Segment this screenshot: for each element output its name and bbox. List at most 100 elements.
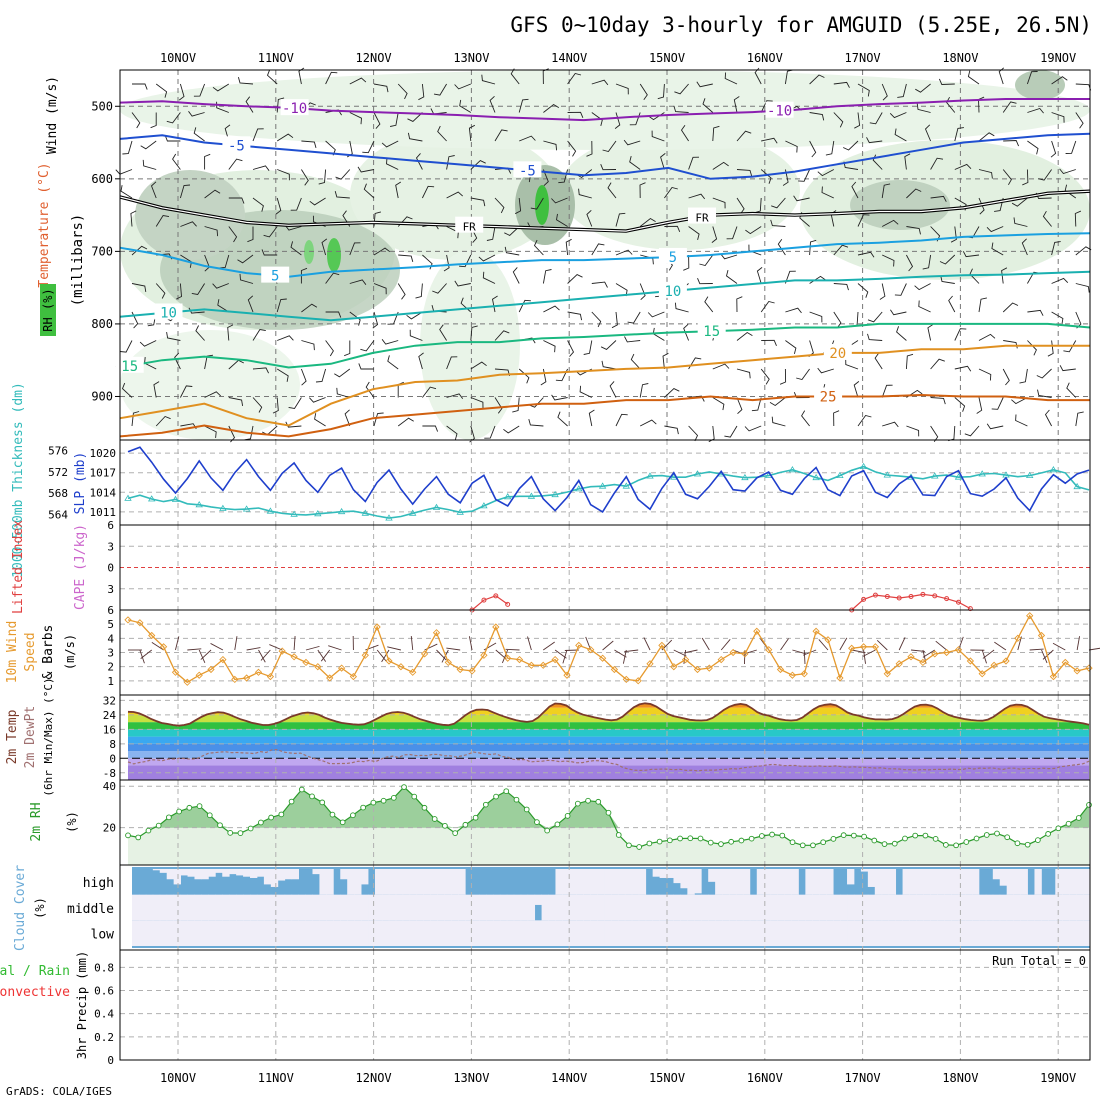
day-tick-label: 18NOV (942, 51, 978, 65)
cloud-gap (576, 894, 584, 921)
wind-barb (817, 169, 835, 177)
rh-point (237, 830, 244, 836)
thickness-marker (575, 485, 583, 492)
isotherm-line (119, 132, 1091, 180)
cloud-gap (770, 894, 779, 921)
axis-label: (%) (65, 811, 79, 833)
wind-speed-point (349, 672, 358, 681)
wind-barb (930, 358, 945, 370)
lifted-index-point (967, 606, 973, 612)
wind-barb (252, 367, 270, 374)
day-tick-label: 15NOV (649, 51, 685, 65)
wind-speed-point (1026, 612, 1034, 620)
rh-point (615, 832, 622, 838)
cloud-gap (541, 894, 549, 921)
cloud-gap (326, 920, 334, 946)
cloud-gap (492, 894, 501, 921)
wind-barb (443, 254, 450, 272)
axis-label: & Barbs (41, 625, 56, 680)
cloud-gap (791, 920, 799, 946)
cloud-gap (451, 920, 459, 946)
wind-barb (358, 363, 374, 370)
wind-speed-point (242, 674, 251, 682)
cloud-gap (472, 894, 480, 921)
isotherm-label-bg (280, 99, 309, 116)
wind-barb (946, 96, 956, 113)
wind-barb (470, 197, 486, 207)
wind-barb (1037, 389, 1052, 398)
cloud-gap (437, 869, 445, 895)
rh-point (697, 835, 704, 842)
y-tick-label: 900 (91, 389, 113, 403)
wind-barb (954, 163, 972, 170)
thickness-marker (598, 482, 607, 489)
wind-barb (938, 78, 955, 85)
wind-speed-point (124, 616, 132, 624)
wind-barb (809, 112, 825, 121)
thickness-marker (646, 472, 654, 479)
wind-barb (785, 307, 802, 314)
wind-barb (664, 225, 681, 232)
wind-barb (876, 639, 888, 651)
cloud-gap (236, 894, 244, 921)
y-tick-label: 600 (91, 172, 113, 186)
isotherm-label: -5 (228, 138, 245, 154)
wind-barb (1051, 311, 1064, 325)
wind-barb (683, 323, 690, 341)
cloud-gap (395, 894, 404, 921)
top-day-axis: 10NOV 11NOV 12NOV 13NOV 14NOV 15NOV 16NOV 17NOV… (160, 51, 1076, 65)
wind-barb (176, 283, 182, 300)
wind-barb (821, 186, 834, 199)
cloud-gap (1013, 920, 1021, 946)
cloud-gap (1062, 920, 1070, 946)
wind-barb (664, 425, 679, 435)
cloud-gap (201, 894, 209, 921)
axis-label: 3hr Precip (mm) (75, 951, 89, 1059)
rh-point (799, 842, 806, 849)
rh-point (646, 840, 653, 847)
cloud-gap (694, 894, 702, 921)
wind-barb (930, 397, 946, 405)
wind-barb (397, 283, 406, 300)
wind-barb (1051, 241, 1061, 256)
day-tick-label: 19NOV (1040, 51, 1076, 65)
wind-barb (986, 226, 1004, 233)
wind-speed-point (681, 655, 690, 664)
wind-barb (381, 339, 399, 345)
cloud-gap (180, 894, 188, 921)
wind-barb (390, 112, 399, 127)
cloud-gap (562, 894, 570, 921)
isotherm-label: FR (463, 221, 477, 234)
wind-barb (363, 183, 375, 199)
wind-barb (543, 103, 560, 113)
cloud-gap (756, 920, 765, 946)
cloud-gap (229, 869, 237, 875)
y-tick-label: 564 (48, 508, 68, 521)
cloud-gap (465, 894, 473, 921)
cloud-gap (499, 894, 508, 921)
wind-barb (410, 636, 414, 651)
cloud-gap (937, 869, 945, 895)
cloud-gap (361, 920, 369, 946)
wind-barb (1036, 368, 1052, 379)
cloud-gap (277, 894, 286, 921)
wind-barb (674, 302, 689, 313)
cloud-gap (291, 894, 300, 921)
wind-barb (362, 140, 375, 154)
wind-barb (272, 397, 279, 414)
cloud-gap (229, 920, 237, 946)
cloud-gap (867, 920, 876, 946)
lifted-index-point (481, 597, 487, 603)
cloud-gap (444, 869, 452, 895)
wind-barb (494, 197, 505, 214)
cloud-gap (617, 894, 626, 921)
y-tick-label: 3 (107, 583, 114, 596)
rh-point (789, 839, 796, 846)
y-tick-label: 1017 (90, 467, 117, 480)
run-total: Run Total = 0 (992, 954, 1086, 968)
wind-speed-point (231, 675, 239, 684)
cloud-gap (604, 869, 612, 895)
wind-barb (349, 311, 361, 326)
wind-barb (697, 278, 713, 285)
wind-barb (300, 267, 308, 284)
